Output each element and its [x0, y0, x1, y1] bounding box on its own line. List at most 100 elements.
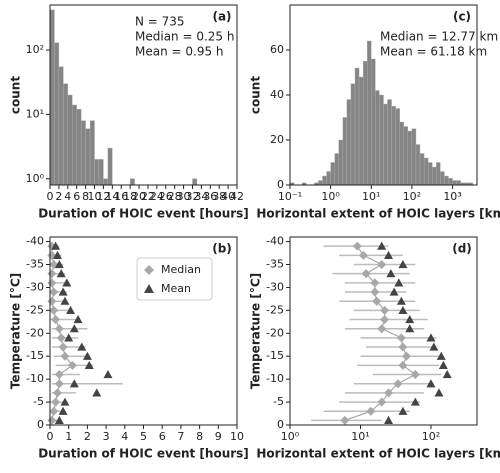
- y-tick-label: -40: [266, 235, 284, 248]
- y-tick-label: 60: [270, 43, 284, 56]
- triangle-marker: [92, 388, 102, 397]
- diamond-marker: [398, 360, 408, 370]
- bar: [448, 178, 453, 186]
- bar: [350, 83, 356, 186]
- triangle-marker: [103, 370, 113, 379]
- annotation: N = 735: [135, 15, 185, 29]
- x-tick-label: 10²: [403, 190, 421, 203]
- x-tick-label: 4: [121, 430, 128, 443]
- triangle-marker: [69, 379, 79, 388]
- y-axis-label: count: [249, 76, 263, 114]
- triangle-marker: [73, 315, 83, 324]
- triangle-marker: [405, 324, 415, 333]
- triangle-marker: [405, 315, 415, 324]
- y-tick-label: -25: [266, 303, 284, 316]
- bar: [387, 99, 392, 186]
- legend-box: [136, 257, 213, 301]
- bar: [63, 83, 69, 186]
- diamond-marker: [49, 305, 59, 315]
- triangle-marker: [394, 278, 404, 287]
- annotation: Median = 12.77 km: [380, 30, 498, 44]
- diamond-marker: [47, 296, 57, 306]
- y-tick-label: -10: [266, 372, 284, 385]
- x-tick-label: 8: [196, 430, 203, 443]
- triangle-marker: [52, 250, 62, 259]
- bar: [444, 175, 449, 186]
- diamond-marker: [54, 379, 64, 389]
- triangle-marker: [77, 342, 87, 351]
- bar: [330, 162, 335, 186]
- x-tick-label: 24: [150, 190, 164, 203]
- x-tick-label: 12: [96, 190, 110, 203]
- diamond-marker: [396, 333, 406, 343]
- triangle-marker: [51, 241, 61, 250]
- bar: [67, 94, 73, 186]
- diamond-marker: [366, 406, 376, 416]
- bar: [366, 40, 372, 186]
- legend-label: Mean: [161, 282, 191, 295]
- x-axis-label: Horizontal extent of HOIC layers [km]: [256, 447, 500, 461]
- x-axis-label: Horizontal extent of HOIC layers [km]: [256, 207, 500, 221]
- bar: [391, 106, 396, 186]
- x-tick-label: 22: [141, 190, 155, 203]
- y-tick-label: -20: [26, 326, 44, 339]
- diamond-marker: [370, 287, 380, 297]
- bar: [407, 130, 413, 186]
- x-tick-label: 10⁻¹: [278, 190, 302, 203]
- triangle-marker: [434, 388, 444, 397]
- diamond-marker: [380, 315, 390, 325]
- y-tick-label: 10¹: [26, 107, 44, 120]
- y-tick-label: -25: [26, 303, 44, 316]
- diamond-marker: [54, 324, 64, 334]
- bar: [129, 178, 135, 186]
- y-axis-label: count: [9, 76, 23, 114]
- y-tick-label: -5: [273, 395, 284, 408]
- triangle-marker: [436, 351, 446, 360]
- triangle-marker: [64, 333, 74, 342]
- plot-frame: [289, 236, 478, 426]
- triangle-marker: [389, 287, 399, 296]
- triangle-marker: [60, 296, 70, 305]
- panel-label: (d): [452, 242, 472, 256]
- triangle-marker: [398, 260, 408, 269]
- bar: [80, 120, 86, 186]
- x-tick-label: 40: [221, 190, 235, 203]
- y-tick-label: 0: [37, 418, 44, 431]
- y-tick-label: 40: [270, 88, 284, 101]
- triangle-marker: [386, 269, 396, 278]
- x-tick-label: 16: [114, 190, 128, 203]
- x-tick-label: 6: [159, 430, 166, 443]
- y-tick-label: -10: [26, 372, 44, 385]
- triangle-marker: [69, 324, 79, 333]
- x-tick-label: 30: [177, 190, 191, 203]
- diamond-marker: [393, 379, 403, 389]
- y-tick-label: 0: [277, 178, 284, 191]
- diamond-marker: [60, 351, 70, 361]
- diamond-marker: [384, 388, 394, 398]
- x-tick-label: 5: [140, 430, 147, 443]
- bar: [379, 94, 384, 186]
- triangle-marker: [58, 287, 68, 296]
- x-tick-label: 7: [177, 430, 184, 443]
- bar: [358, 76, 364, 186]
- x-tick-label: 32: [185, 190, 199, 203]
- y-tick-label: -30: [266, 280, 284, 293]
- bar: [326, 171, 331, 186]
- diamond-marker: [340, 415, 350, 425]
- bar: [58, 66, 64, 186]
- y-tick-label: 10²: [26, 43, 44, 56]
- diamond-marker: [51, 315, 61, 325]
- panel-label: (c): [453, 10, 471, 24]
- bar: [334, 153, 339, 186]
- x-tick-label: 10¹: [362, 190, 380, 203]
- triangle-marker: [396, 296, 406, 305]
- diamond-marker: [58, 342, 68, 352]
- triangle-marker: [84, 360, 94, 369]
- x-tick-label: 0: [47, 430, 54, 443]
- diamond-marker: [49, 406, 59, 416]
- triangle-marker: [54, 415, 64, 425]
- triangle-marker: [62, 278, 72, 287]
- bar: [452, 180, 457, 186]
- diamond-marker: [56, 333, 66, 343]
- diamond-marker: [398, 342, 408, 352]
